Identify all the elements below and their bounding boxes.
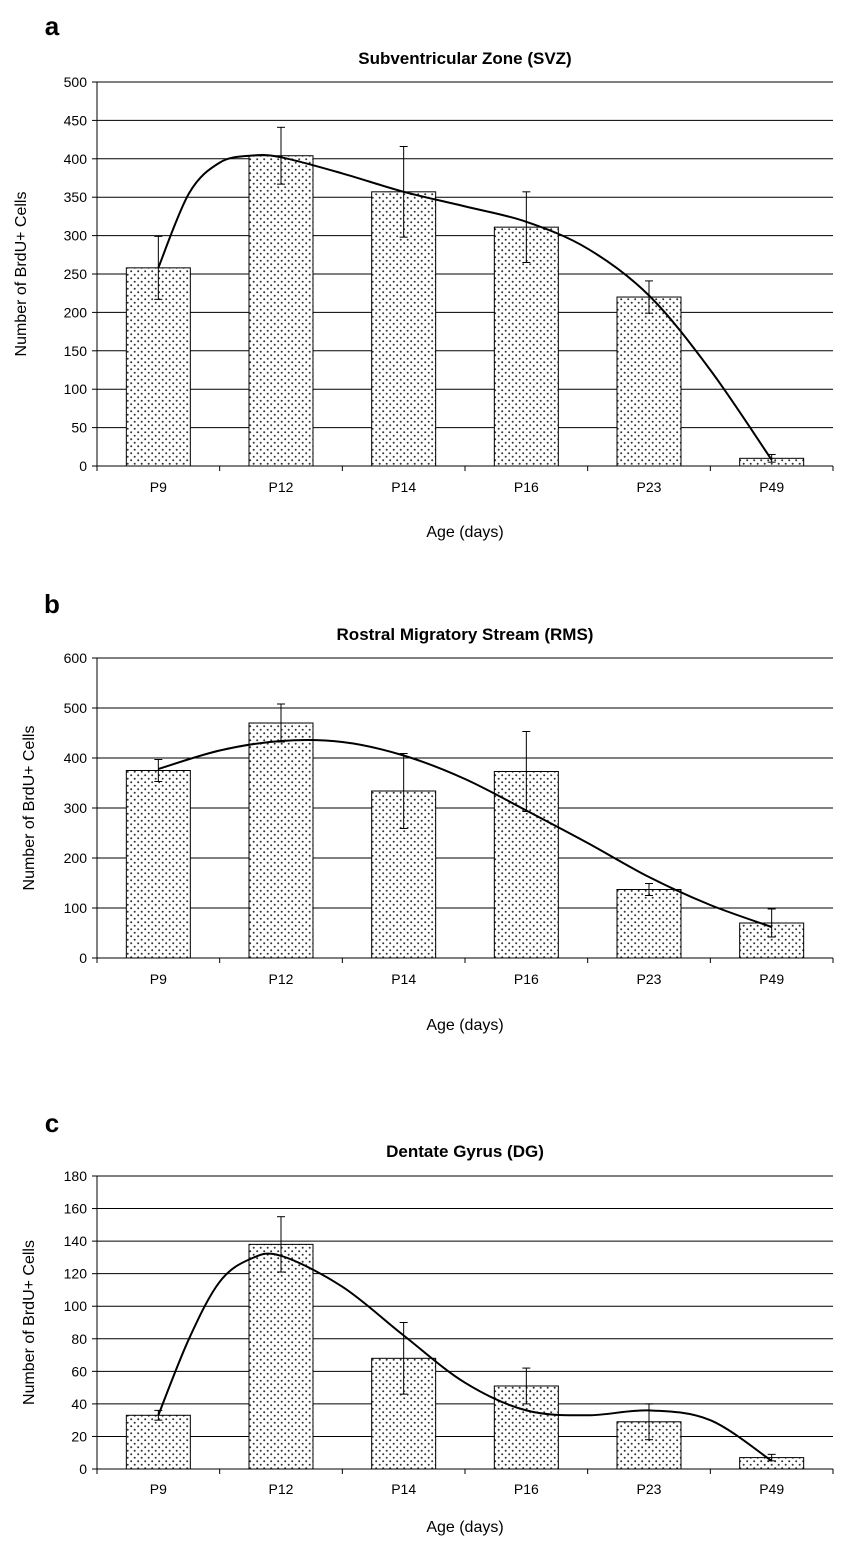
x-tick-label: P49 <box>759 971 784 987</box>
y-tick-label: 600 <box>64 650 88 666</box>
y-tick-label: 0 <box>79 458 87 474</box>
chart-title: Dentate Gyrus (DG) <box>386 1142 544 1161</box>
x-axis-label: Age (days) <box>426 1519 503 1536</box>
x-tick-label: P14 <box>391 1481 416 1497</box>
panel-letter: c <box>45 1108 59 1138</box>
bar-P23 <box>616 296 682 467</box>
x-tick-label: P23 <box>637 1481 662 1497</box>
x-tick-label: P49 <box>759 1481 784 1497</box>
trendline <box>157 154 773 461</box>
y-tick-label: 500 <box>64 700 88 716</box>
y-tick-label: 60 <box>71 1363 87 1379</box>
y-tick-label: 180 <box>64 1168 88 1184</box>
trendline <box>157 1252 773 1462</box>
y-tick-label: 300 <box>64 228 88 244</box>
x-tick-label: P16 <box>514 971 539 987</box>
x-tick-label: P12 <box>269 1481 294 1497</box>
chart-panel-a: a Subventricular Zone (SVZ) 0 50 100 150 200 25… <box>13 11 834 541</box>
y-tick-label: 40 <box>71 1396 87 1412</box>
x-tick-label: P14 <box>391 479 416 495</box>
y-tick-label: 300 <box>64 800 88 816</box>
y-tick-label: 350 <box>64 189 88 205</box>
panel-letter: a <box>45 11 60 41</box>
x-tick-label: P49 <box>759 479 784 495</box>
x-tick-label: P23 <box>637 971 662 987</box>
y-tick-label: 100 <box>64 900 88 916</box>
y-tick-label: 0 <box>79 1461 87 1477</box>
y-tick-label: 400 <box>64 151 88 167</box>
bar-P9 <box>125 770 191 959</box>
panel-letter: b <box>44 589 60 619</box>
chart-panel-c: c Dentate Gyrus (DG) 0 20 40 60 80 100 120 140 160… <box>21 1108 834 1536</box>
y-tick-label: 200 <box>64 850 88 866</box>
bar-P12 <box>248 1243 314 1470</box>
y-tick-label: 150 <box>64 343 88 359</box>
bar-P12 <box>248 155 314 467</box>
bar-P12 <box>248 722 314 959</box>
trendline <box>158 739 773 928</box>
x-axis-label: Age (days) <box>426 524 503 541</box>
bar-P9 <box>125 267 191 467</box>
y-tick-label: 100 <box>64 381 88 397</box>
x-tick-label: P16 <box>514 1481 539 1497</box>
x-tick-label: P23 <box>637 479 662 495</box>
y-axis-label: Number of BrdU+ Cells <box>21 726 38 891</box>
y-tick-label: 500 <box>64 74 88 90</box>
y-tick-label: 450 <box>64 112 88 128</box>
y-tick-label: 140 <box>64 1233 88 1249</box>
y-axis-label: Number of BrdU+ Cells <box>21 1240 38 1405</box>
y-tick-label: 0 <box>79 950 87 966</box>
chart-title: Subventricular Zone (SVZ) <box>358 49 571 68</box>
y-tick-label: 160 <box>64 1201 88 1217</box>
x-tick-label: P9 <box>150 479 167 495</box>
y-tick-label: 250 <box>64 266 88 282</box>
x-tick-label: P9 <box>150 971 167 987</box>
x-tick-label: P9 <box>150 1481 167 1497</box>
chart-title: Rostral Migratory Stream (RMS) <box>337 625 594 644</box>
chart-panel-b: b Rostral Migratory Stream (RMS) 0 100 200 30… <box>21 589 834 1034</box>
y-tick-label: 50 <box>71 420 87 436</box>
y-tick-label: 20 <box>71 1428 87 1444</box>
x-tick-label: P16 <box>514 479 539 495</box>
x-tick-label: P14 <box>391 971 416 987</box>
bar-P9 <box>125 1414 191 1470</box>
y-axis-label: Number of BrdU+ Cells <box>13 192 30 357</box>
y-tick-label: 120 <box>64 1266 88 1282</box>
bar-P23 <box>616 889 682 959</box>
x-tick-label: P12 <box>269 971 294 987</box>
y-tick-label: 400 <box>64 750 88 766</box>
x-axis-label: Age (days) <box>426 1017 503 1034</box>
x-tick-label: P12 <box>269 479 294 495</box>
bar-P16 <box>493 226 559 467</box>
y-tick-label: 200 <box>64 304 88 320</box>
y-tick-label: 80 <box>71 1331 87 1347</box>
y-tick-label: 100 <box>64 1298 88 1314</box>
